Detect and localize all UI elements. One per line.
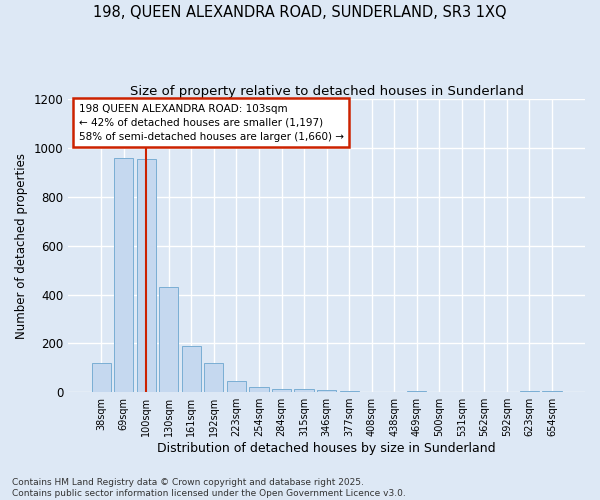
X-axis label: Distribution of detached houses by size in Sunderland: Distribution of detached houses by size … [157,442,496,455]
Bar [137,159,156,392]
Bar [272,388,291,392]
Bar [520,391,539,392]
Bar [295,388,314,392]
Bar [92,363,111,392]
Bar [542,391,562,392]
Bar [205,363,223,392]
Text: 198, QUEEN ALEXANDRA ROAD, SUNDERLAND, SR3 1XQ: 198, QUEEN ALEXANDRA ROAD, SUNDERLAND, S… [93,5,507,20]
Title: Size of property relative to detached houses in Sunderland: Size of property relative to detached ho… [130,85,524,98]
Bar [340,391,359,392]
Bar [159,287,178,392]
Text: Contains HM Land Registry data © Crown copyright and database right 2025.
Contai: Contains HM Land Registry data © Crown c… [12,478,406,498]
Bar [317,390,336,392]
Text: 198 QUEEN ALEXANDRA ROAD: 103sqm
← 42% of detached houses are smaller (1,197)
58: 198 QUEEN ALEXANDRA ROAD: 103sqm ← 42% o… [79,104,344,142]
Y-axis label: Number of detached properties: Number of detached properties [15,152,28,338]
Bar [182,346,201,392]
Bar [250,388,269,392]
Bar [227,381,246,392]
Bar [407,391,426,392]
Bar [114,158,133,392]
